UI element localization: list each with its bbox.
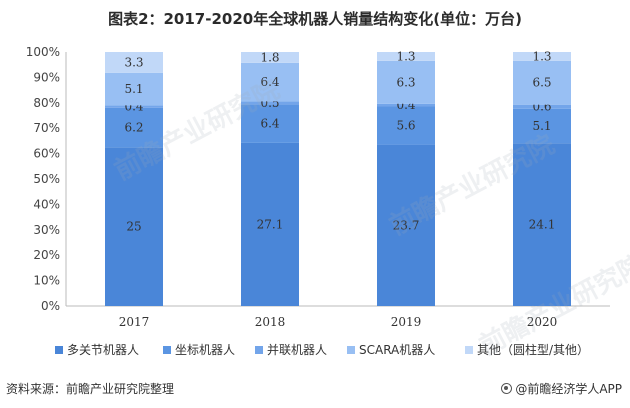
x-tick-label: 2017 [119, 315, 150, 329]
chart-title: 图表2：2017-2020年全球机器人销量结构变化(单位：万台) [108, 10, 522, 28]
bar-segment [105, 107, 163, 148]
data-label: 5.1 [124, 82, 143, 96]
bar-segment [377, 52, 435, 61]
data-label: 3.3 [124, 55, 143, 69]
bar-segment [513, 104, 571, 109]
data-label: 1.3 [532, 49, 551, 63]
bar-segment [377, 144, 435, 306]
data-label: 24.1 [529, 218, 556, 232]
legend-swatch [465, 346, 473, 354]
bar-segment [105, 52, 163, 73]
y-tick-label: 10% [33, 274, 60, 288]
y-tick-label: 70% [33, 121, 60, 135]
brand-label: @前瞻经济学人APP [515, 382, 622, 396]
data-label: 5.6 [396, 119, 415, 133]
bar-segment [241, 142, 299, 306]
data-label: 1.3 [396, 49, 415, 63]
y-tick-label: 80% [33, 96, 60, 110]
data-label: 6.4 [260, 117, 279, 131]
data-label: 5.1 [532, 119, 551, 133]
data-label: 25 [126, 220, 141, 234]
x-tick-label: 2018 [255, 315, 286, 329]
bar-segment [377, 106, 435, 145]
legend-label: 坐标机器人 [175, 343, 235, 357]
bar-segment [105, 105, 163, 108]
source-note: 资料来源：前瞻产业研究院整理 [6, 382, 175, 396]
bar-segment [377, 103, 435, 107]
y-tick-label: 0% [41, 299, 60, 313]
y-tick-label: 40% [33, 197, 60, 211]
data-label: 6.4 [260, 75, 279, 89]
x-tick-label: 2019 [391, 315, 422, 329]
data-label: 6.2 [124, 121, 143, 135]
legend-label: 多关节机器人 [67, 343, 139, 357]
legend-swatch [163, 346, 171, 354]
data-label: 23.7 [393, 218, 420, 232]
y-tick-label: 20% [33, 248, 60, 262]
data-label: 27.1 [257, 217, 284, 231]
bar-segment [513, 52, 571, 61]
data-label: 6.3 [396, 75, 415, 89]
legend-label: SCARA机器人 [359, 343, 435, 357]
bar-segment [241, 104, 299, 143]
legend-label: 其他（圆柱型/其他） [477, 342, 589, 357]
bar-segment [241, 101, 299, 105]
legend-label: 并联机器人 [267, 343, 327, 357]
bar-segment [241, 62, 299, 102]
data-label: 1.8 [260, 50, 279, 64]
legend-swatch [255, 346, 263, 354]
brand-logo-icon [501, 383, 513, 394]
y-tick-label: 30% [33, 223, 60, 237]
legend-swatch [55, 346, 63, 354]
data-label: 6.5 [532, 76, 551, 90]
bar-segment [105, 72, 163, 106]
bar-segment [105, 147, 163, 306]
legend-swatch [347, 346, 355, 354]
brand-credit: @前瞻经济学人APP [501, 380, 622, 397]
y-tick-label: 100% [26, 45, 60, 59]
bar-segment [513, 60, 571, 105]
bar-segment [513, 143, 571, 306]
bar-segment [241, 52, 299, 63]
x-tick-label: 2020 [527, 315, 558, 329]
y-tick-label: 90% [33, 70, 60, 84]
y-tick-label: 60% [33, 147, 60, 161]
y-tick-label: 50% [33, 172, 60, 186]
bar-segment [377, 60, 435, 104]
bar-segment [513, 108, 571, 144]
